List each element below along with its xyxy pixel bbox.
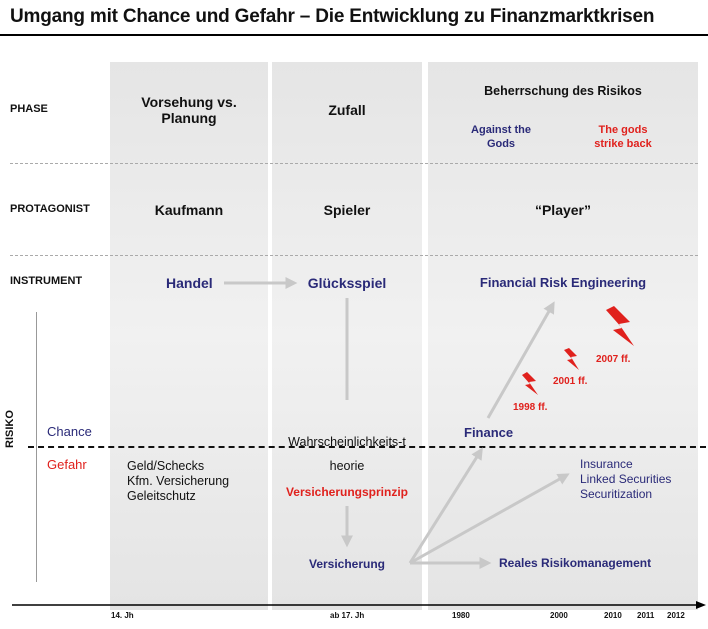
chance-label: Chance <box>47 424 92 439</box>
timeline-tick: 2010 <box>604 611 622 620</box>
crisis-2001: 2001 ff. <box>553 376 588 387</box>
crisis-1998: 1998 ff. <box>513 402 548 413</box>
timeline-tick: 1980 <box>452 611 470 620</box>
insurance-list: Insurance Linked Securities Securitizati… <box>580 457 671 502</box>
title-rule <box>0 34 708 36</box>
phase-sub-left: Against the Gods <box>471 124 531 150</box>
lightning-icon-1998 <box>522 372 538 395</box>
chance-gefahr-divider <box>28 446 706 448</box>
phase-sub-right: The gods strike back <box>594 124 652 150</box>
column-panel-3 <box>428 62 698 610</box>
arrow-versicherung-insurance <box>409 473 570 565</box>
row-label-instrument: INSTRUMENT <box>10 275 83 287</box>
gefahr-item: Geleitschutz <box>127 489 196 503</box>
phase-col1: Vorsehung vs. Planung <box>141 94 237 126</box>
arrow-finance-up <box>486 301 555 419</box>
instrument-col1: Handel <box>166 275 213 291</box>
row-label-phase: PHASE <box>10 103 48 115</box>
column-panel-1 <box>110 62 268 610</box>
risk-management-label: Reales Risikomanagement <box>499 556 652 570</box>
insurance-item: Securitization <box>580 487 653 501</box>
theory-col2: Wahrscheinlichkeits-theorie <box>288 435 406 473</box>
crisis-2007: 2007 ff. <box>596 354 631 365</box>
insurance-item: Linked Securities <box>580 472 672 486</box>
gefahr-items-col1: Geld/Schecks Kfm. Versicherung Geleitsch… <box>127 459 229 504</box>
timeline-tick: 2000 <box>550 611 568 620</box>
protagonist-col3: “Player” <box>534 202 592 218</box>
gefahr-item: Kfm. Versicherung <box>127 474 230 488</box>
outcome-col2: Versicherung <box>308 557 386 571</box>
protagonist-col2: Spieler <box>323 202 371 218</box>
phase-col2: Zufall <box>328 102 366 118</box>
insurance-item: Insurance <box>580 457 633 471</box>
timeline-tick: 2012 <box>667 611 685 620</box>
lightning-icon-2007 <box>606 306 634 346</box>
page-title: Umgang mit Chance und Gefahr – Die Entwi… <box>10 6 655 27</box>
gefahr-label: Gefahr <box>47 457 87 472</box>
lightning-icon-2001 <box>564 348 579 370</box>
timeline-tick: 2011 <box>637 611 655 620</box>
instrument-col3: Financial Risk Engineering <box>479 275 647 290</box>
timeline-arrowhead <box>696 601 706 609</box>
arrow-versicherung-finance <box>408 447 483 564</box>
phase-col3: Beherrschung des Risikos <box>484 84 642 98</box>
row-separator-2 <box>10 255 698 256</box>
principle-col2: Versicherungsprinzip <box>285 485 409 499</box>
timeline-tick: ab 17. Jh <box>330 611 365 620</box>
timeline-tick: 14. Jh <box>111 611 134 620</box>
finance-label: Finance <box>464 425 514 440</box>
instrument-col2: Glücksspiel <box>307 275 387 291</box>
row-separator-1 <box>10 163 698 164</box>
protagonist-col1: Kaufmann <box>154 202 224 218</box>
gefahr-item: Geld/Schecks <box>127 459 205 473</box>
row-label-protagonist: PROTAGONIST <box>10 203 90 215</box>
